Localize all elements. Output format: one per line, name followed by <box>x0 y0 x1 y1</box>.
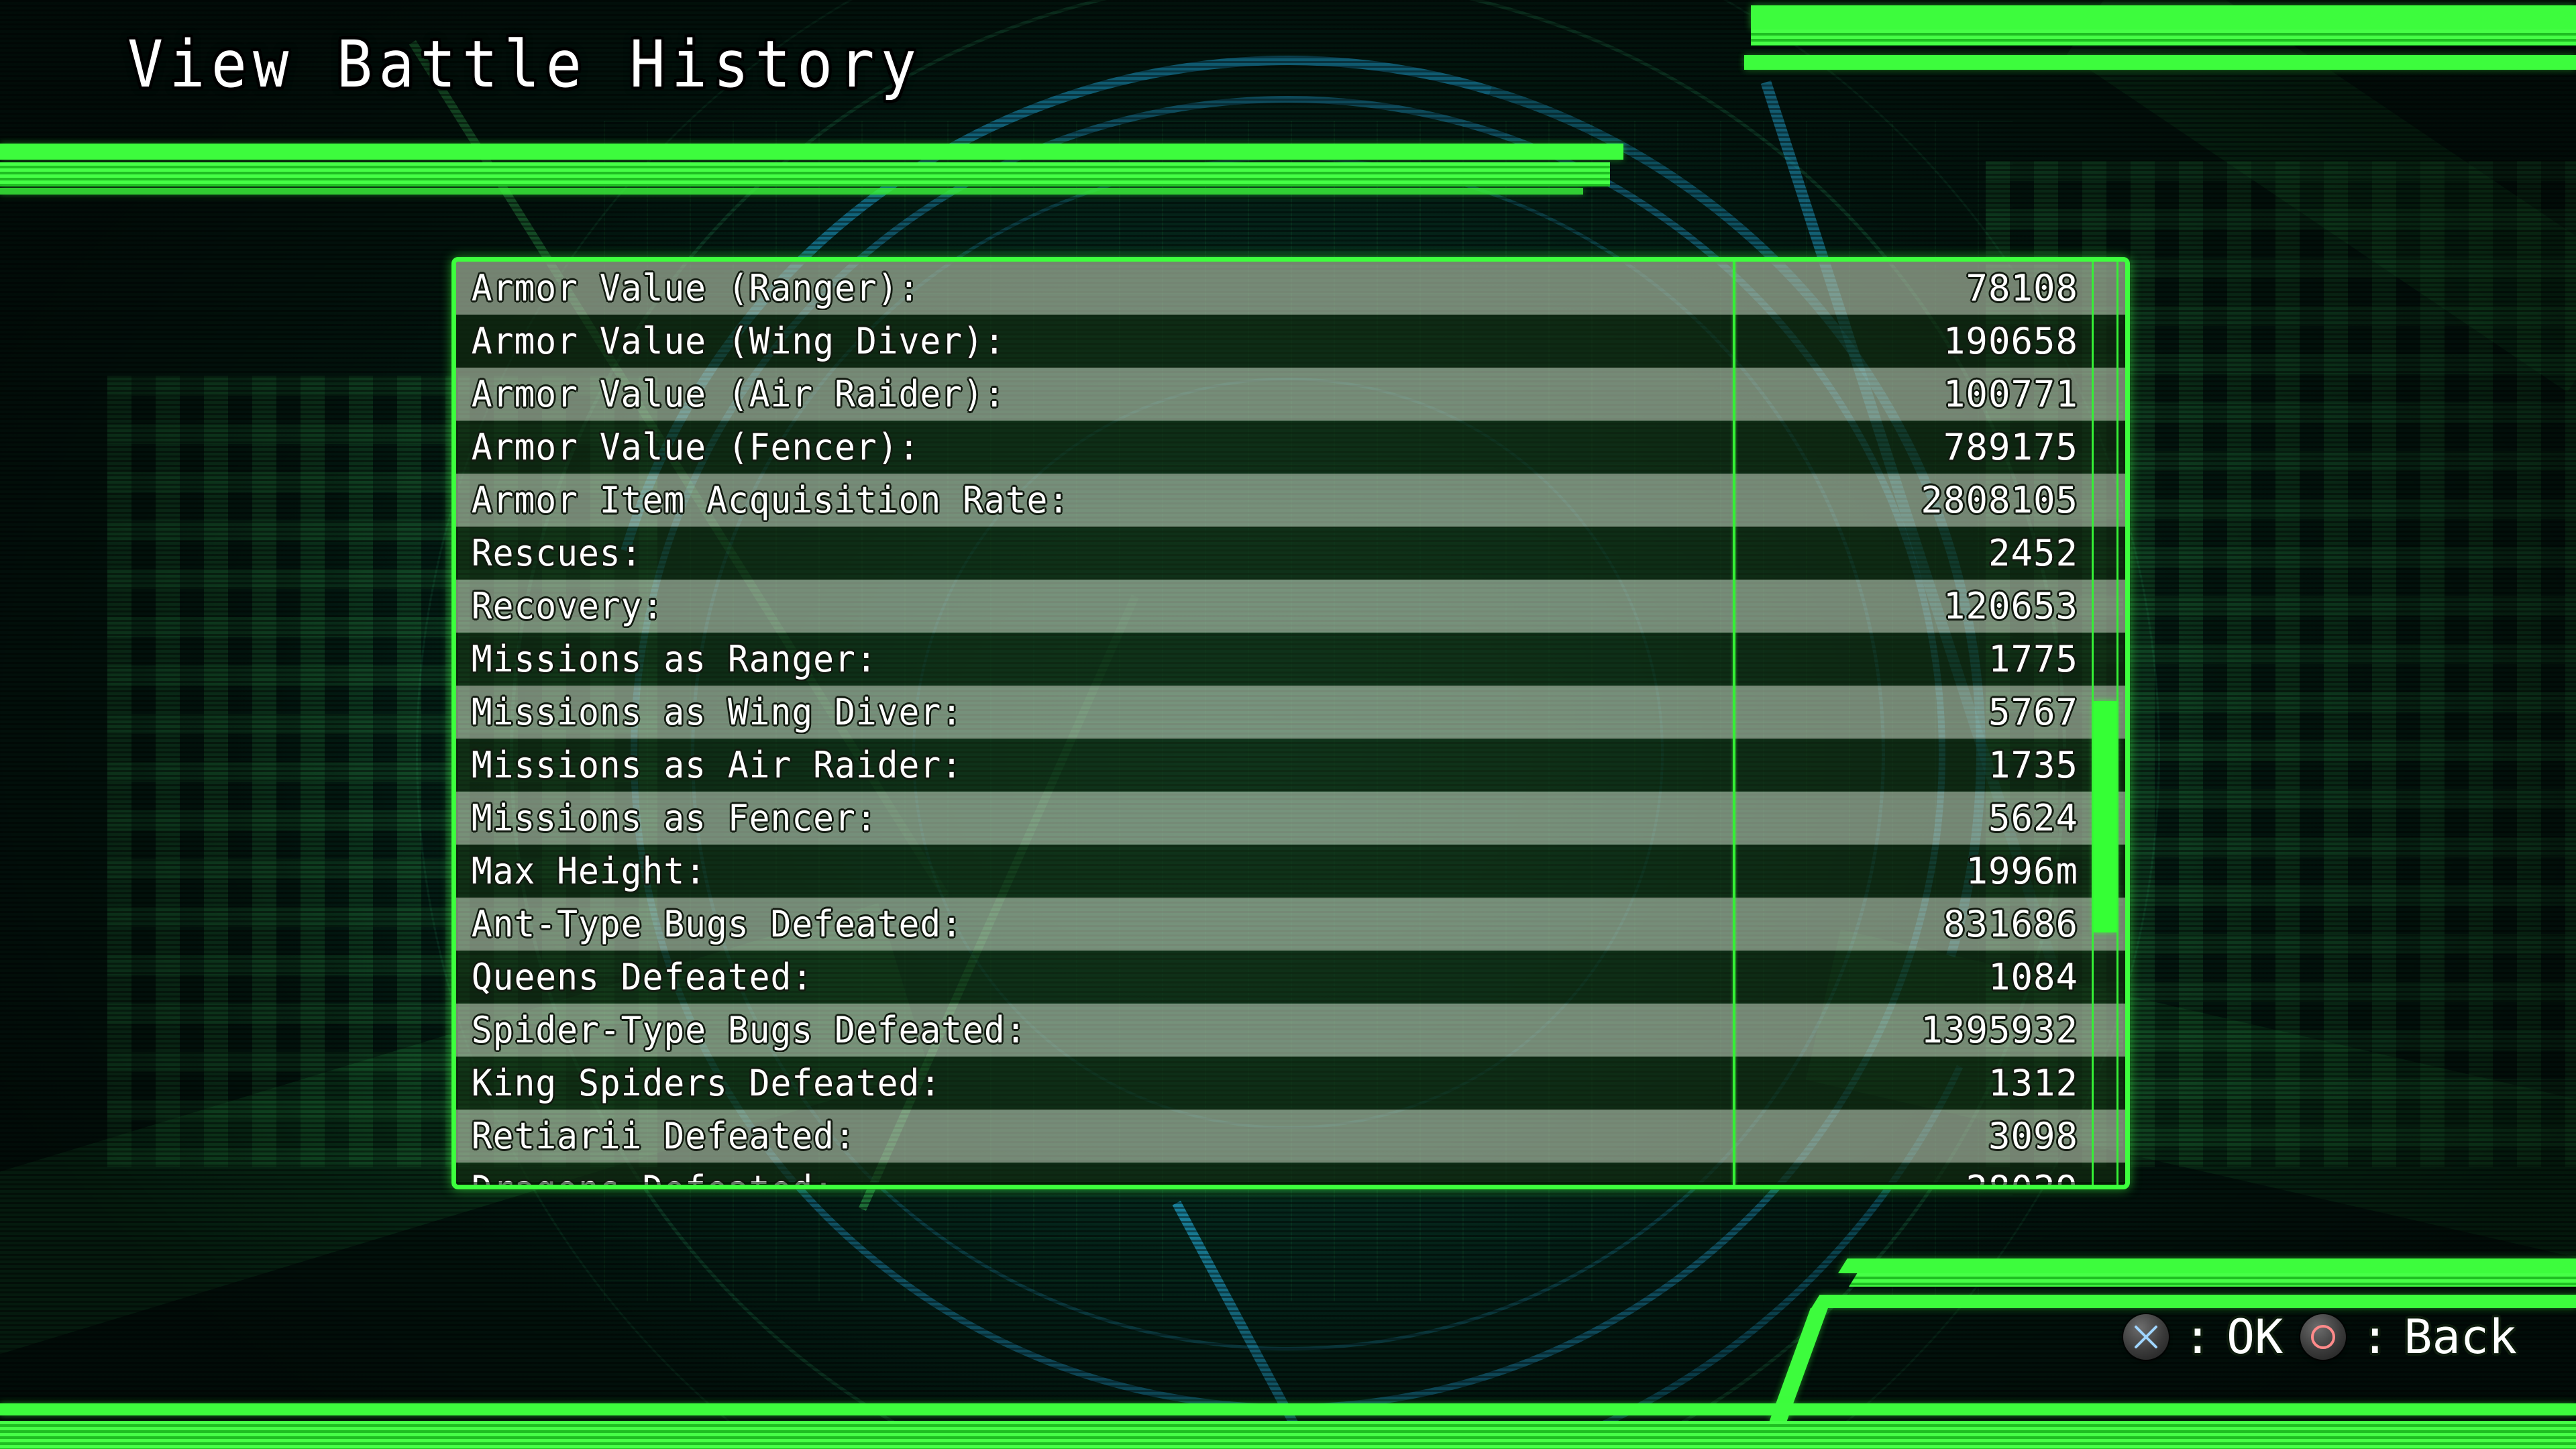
hint-ok-label: OK <box>2226 1309 2284 1364</box>
stats-row[interactable]: Max Height: 1996m <box>456 845 2125 898</box>
footer-stripe-right <box>1849 1273 2576 1287</box>
stats-row-value: 1775 <box>1988 637 2078 680</box>
hint-ok[interactable]: : OK <box>2123 1313 2283 1360</box>
circle-button-icon <box>2300 1314 2347 1360</box>
stats-row-value: 789175 <box>1943 425 2078 468</box>
hint-back-separator: : <box>2361 1309 2390 1364</box>
panel-bottom-clip <box>456 1182 2125 1185</box>
stats-row[interactable]: Recovery: 120653 <box>456 580 2125 633</box>
stats-row-value: 1395932 <box>1921 1008 2078 1051</box>
stats-row-label: Rescues: <box>471 531 643 574</box>
stats-row[interactable]: Missions as Ranger: 1775 <box>456 633 2125 686</box>
cross-button-icon <box>2123 1314 2169 1360</box>
stats-row-label: Ant-Type Bugs Defeated: <box>471 902 963 945</box>
footer-bar-right-upper <box>1838 1258 2576 1273</box>
header-bar-left <box>0 144 1623 160</box>
stats-row[interactable]: Armor Value (Air Raider): 100771 <box>456 368 2125 421</box>
stats-row[interactable]: Armor Value (Wing Diver): 190658 <box>456 315 2125 368</box>
stats-row-label: Missions as Fencer: <box>471 796 877 839</box>
stats-row-value: 5624 <box>1988 796 2078 839</box>
stats-row[interactable]: Missions as Fencer: 5624 <box>456 792 2125 845</box>
stats-row-value: 5767 <box>1988 690 2078 733</box>
stats-row-value: 190658 <box>1943 319 2078 362</box>
stats-row-value: 1312 <box>1988 1061 2078 1104</box>
stats-row[interactable]: King Spiders Defeated: 1312 <box>456 1057 2125 1110</box>
header-bar-top-right-2 <box>1744 55 2576 70</box>
stats-row[interactable]: Ant-Type Bugs Defeated: 831686 <box>456 898 2125 951</box>
stats-row[interactable]: Armor Value (Fencer): 789175 <box>456 421 2125 474</box>
footer-bar-bottom-thin <box>0 1403 2576 1415</box>
hint-back-label: Back <box>2404 1309 2517 1364</box>
stats-row-label: Spider-Type Bugs Defeated: <box>471 1008 1027 1051</box>
stats-panel: Armor Value (Ranger): 78108 Armor Value (W… <box>451 257 2130 1189</box>
header-bar-left-accent <box>0 188 1583 195</box>
stats-row-label: Armor Value (Fencer): <box>471 425 920 468</box>
stats-row[interactable]: Armor Item Acquisition Rate: 2808105 <box>456 474 2125 527</box>
stats-row-value: 1996m <box>1966 849 2078 892</box>
stats-row-value: 2452 <box>1988 531 2078 574</box>
stats-row-label: Armor Value (Air Raider): <box>471 372 1006 415</box>
stats-row-value: 100771 <box>1943 372 2078 415</box>
footer-bar-right-lower <box>1811 1295 2576 1308</box>
stats-row-value: 3098 <box>1988 1114 2078 1157</box>
stats-row[interactable]: Missions as Wing Diver: 5767 <box>456 686 2125 739</box>
header-stripe-top-right <box>1751 30 2576 46</box>
stats-row-value: 831686 <box>1943 902 2078 945</box>
stats-row-label: Queens Defeated: <box>471 955 814 998</box>
stats-row-label: Missions as Air Raider: <box>471 743 963 786</box>
stats-row-label: Armor Value (Ranger): <box>471 266 920 309</box>
hint-back[interactable]: : Back <box>2300 1313 2517 1360</box>
stats-row-value: 28029 <box>1966 1171 2078 1185</box>
stats-row[interactable]: Dragons Defeated: 28029 <box>456 1163 2125 1185</box>
stats-row-label: King Spiders Defeated: <box>471 1061 942 1104</box>
stats-row-value: 120653 <box>1943 584 2078 627</box>
stats-row[interactable]: Spider-Type Bugs Defeated: 1395932 <box>456 1004 2125 1057</box>
stats-row[interactable]: Queens Defeated: 1084 <box>456 951 2125 1004</box>
stats-row-label: Retiarii Defeated: <box>471 1114 856 1157</box>
stats-row-label: Armor Value (Wing Diver): <box>471 319 1006 362</box>
header-stripe-left <box>0 162 1610 186</box>
header-bar-top-right <box>1751 5 2576 30</box>
scrollbar-thumb[interactable] <box>2094 701 2116 932</box>
scrollbar-track[interactable] <box>2092 262 2118 1185</box>
hint-ok-separator: : <box>2183 1309 2212 1364</box>
stats-row-label: Max Height: <box>471 849 706 892</box>
stats-row-label: Missions as Wing Diver: <box>471 690 963 733</box>
stats-row[interactable]: Retiarii Defeated: 3098 <box>456 1110 2125 1163</box>
stats-row-value: 2808105 <box>1921 478 2078 521</box>
stats-row-value: 1084 <box>1988 955 2078 998</box>
footer-stripe-bottom <box>0 1421 2576 1449</box>
stats-row[interactable]: Rescues: 2452 <box>456 527 2125 580</box>
stats-row-label: Missions as Ranger: <box>471 637 877 680</box>
stats-row-value: 78108 <box>1966 266 2078 309</box>
stats-row[interactable]: Armor Value (Ranger): 78108 <box>456 262 2125 315</box>
stats-row-label: Dragons Defeated: <box>456 1171 1667 1185</box>
page-title: View Battle History <box>127 27 923 102</box>
footer-hints: : OK : Back <box>2123 1313 2517 1360</box>
stats-row-value: 1735 <box>1988 743 2078 786</box>
stats-row[interactable]: Missions as Air Raider: 1735 <box>456 739 2125 792</box>
stats-row-label: Recovery: <box>471 584 664 627</box>
stats-row-label: Armor Item Acquisition Rate: <box>471 478 1070 521</box>
stats-list[interactable]: Armor Value (Ranger): 78108 Armor Value (W… <box>456 262 2125 1185</box>
value-column-divider <box>1733 262 1735 1185</box>
